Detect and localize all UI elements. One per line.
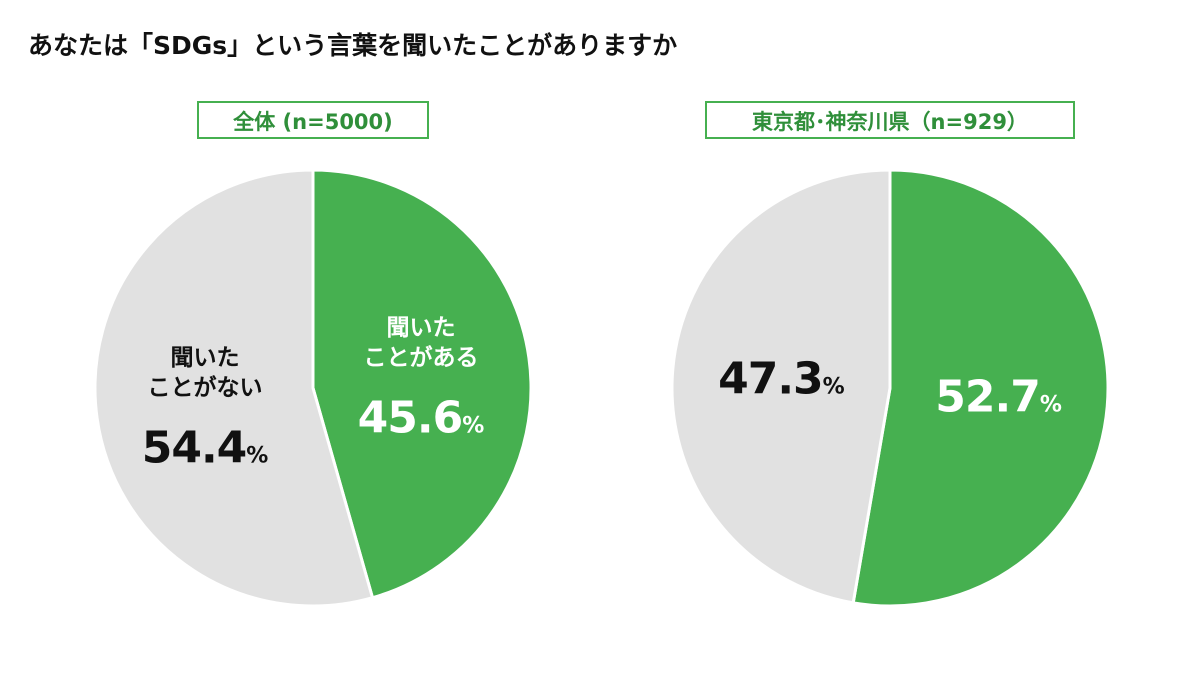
value-unit: %	[462, 413, 485, 439]
panel-title: 東京都･神奈川県（n=929）	[705, 101, 1075, 139]
value-number: 47.3	[718, 353, 824, 405]
pie-slice	[311, 168, 533, 600]
pie-slice	[93, 168, 375, 608]
slice-label: 聞いた ことがない	[147, 345, 263, 402]
slice-label: 聞いた ことがある	[363, 314, 479, 371]
value-number: 52.7	[935, 371, 1041, 423]
value-number: 54.4	[141, 422, 248, 474]
chart-title: あなたは「SDGs」という言葉を聞いたことがありますか	[28, 31, 678, 60]
value-unit: %	[246, 443, 269, 469]
data-label: 54.4%	[142, 423, 269, 474]
data-label: 52.7%	[935, 372, 1062, 423]
pie-slice	[670, 168, 892, 605]
data-label: 45.6%	[358, 392, 485, 443]
value-unit: %	[1039, 392, 1062, 418]
data-label: 47.3%	[718, 353, 845, 404]
panel-title: 全体 (n=5000)	[197, 101, 429, 139]
value-unit: %	[822, 374, 845, 400]
value-number: 45.6	[357, 392, 464, 444]
pie-slice	[851, 168, 1110, 608]
